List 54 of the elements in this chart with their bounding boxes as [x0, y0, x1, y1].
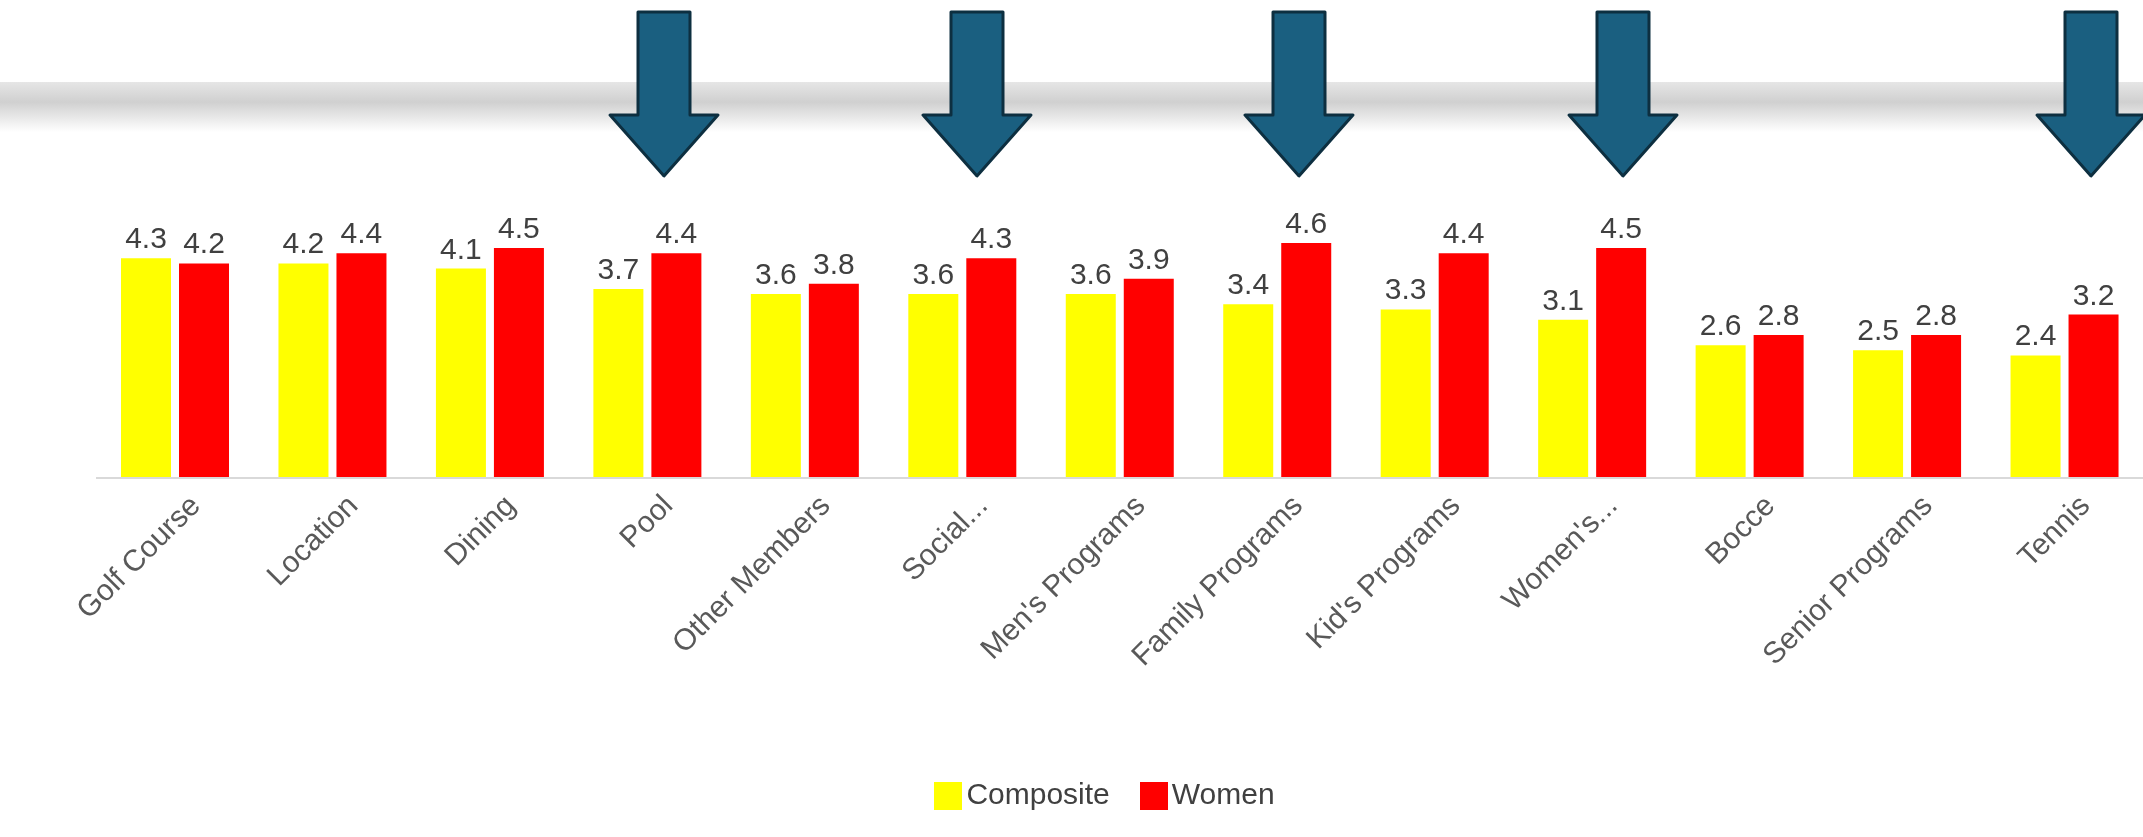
bar	[808, 283, 859, 478]
data-label: 4.3	[970, 221, 1013, 255]
data-label: 4.5	[498, 211, 540, 245]
data-label: 2.6	[1699, 308, 1742, 342]
bar	[2068, 314, 2119, 478]
bar	[1123, 278, 1174, 478]
data-label: 2.8	[1915, 297, 1957, 331]
data-label: 3.2	[2072, 277, 2115, 311]
bar	[593, 288, 644, 478]
bar	[2010, 355, 2061, 478]
bar	[121, 258, 171, 478]
data-label: 3.1	[1542, 282, 1585, 316]
bar	[1753, 334, 1804, 478]
bar	[1596, 248, 1647, 478]
bar	[1065, 294, 1116, 478]
bar	[179, 263, 229, 478]
data-label: 2.5	[1857, 313, 1899, 347]
data-label: 4.4	[1442, 216, 1485, 250]
bar	[1438, 253, 1489, 478]
data-label: 3.6	[754, 257, 797, 291]
data-label: 3.6	[1069, 257, 1112, 291]
data-label: 3.6	[912, 257, 955, 291]
bar	[278, 263, 329, 478]
bar	[1695, 345, 1746, 478]
legend-label: Composite	[966, 777, 1110, 810]
data-label: 3.8	[812, 246, 855, 280]
bar	[651, 253, 702, 478]
data-label: 4.3	[125, 221, 167, 255]
bar	[1281, 243, 1332, 478]
data-label: 4.5	[1600, 211, 1643, 245]
data-label: 4.6	[1285, 206, 1328, 239]
bar	[1538, 319, 1589, 478]
bar	[750, 294, 801, 478]
data-label: 3.9	[1127, 241, 1170, 275]
data-label: 4.2	[282, 226, 325, 260]
data-label: 4.4	[655, 216, 698, 250]
bar	[908, 294, 959, 478]
bar	[1223, 304, 1274, 478]
bar	[1853, 350, 1904, 478]
bar	[1911, 334, 1962, 478]
data-label: 4.2	[183, 226, 225, 260]
data-label: 3.3	[1384, 272, 1427, 306]
data-label: 3.4	[1227, 267, 1270, 301]
bar	[1380, 309, 1431, 478]
data-label: 2.8	[1757, 297, 1800, 331]
bar	[435, 268, 486, 478]
bar	[336, 253, 387, 478]
data-label: 4.4	[340, 216, 383, 250]
bar	[966, 258, 1017, 478]
data-label: 4.1	[440, 231, 482, 265]
data-label: 3.7	[597, 251, 640, 285]
bar	[493, 248, 544, 478]
data-label: 2.4	[2014, 318, 2057, 352]
legend-label: Women	[1171, 777, 1275, 810]
